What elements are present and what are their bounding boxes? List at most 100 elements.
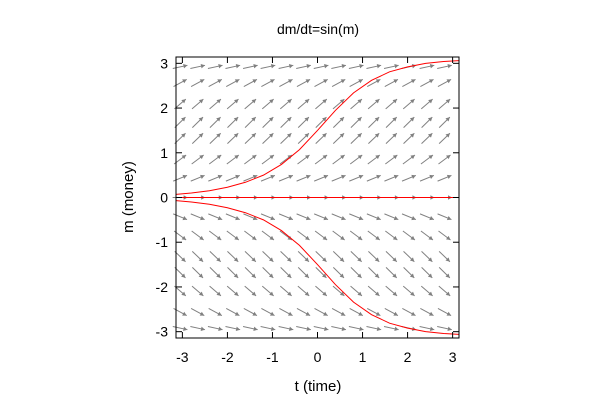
field-arrow — [332, 132, 345, 145]
field-arrow — [383, 64, 399, 69]
field-arrow — [279, 98, 292, 110]
field-arrow — [260, 326, 276, 331]
field-arrow — [279, 307, 293, 317]
field-arrow — [243, 174, 258, 182]
field-arrow — [262, 267, 274, 279]
field-arrow — [278, 174, 294, 182]
field-arrow — [402, 307, 416, 317]
field-arrow — [280, 250, 292, 263]
field-arrow — [331, 78, 346, 88]
field-arrow — [350, 98, 363, 110]
field-arrow — [420, 78, 434, 88]
field-arrow — [421, 267, 433, 279]
field-arrow — [225, 64, 241, 69]
field-arrow — [350, 116, 362, 128]
field-arrow — [173, 213, 188, 221]
field-arrow — [332, 230, 345, 241]
field-arrow — [297, 132, 310, 145]
x-axis-label: t (time) — [295, 378, 342, 395]
field-arrow — [225, 213, 240, 221]
field-arrow — [403, 132, 415, 145]
field-arrow — [244, 230, 257, 241]
field-arrow — [368, 250, 380, 263]
field-arrow — [191, 98, 204, 110]
field-arrow — [192, 267, 204, 279]
field-arrow — [366, 78, 381, 88]
field-arrow — [262, 132, 274, 145]
field-arrow — [190, 213, 205, 221]
x-tick-labels: -3 -2 -1 0 1 2 3 — [176, 349, 457, 365]
field-arrow — [313, 326, 329, 331]
field-arrow — [261, 78, 275, 88]
field-arrow — [402, 285, 415, 297]
field-arrow — [349, 154, 363, 165]
field-arrow — [420, 98, 433, 110]
field-arrow — [278, 213, 294, 221]
field-arrow — [261, 307, 275, 317]
field-arrow — [280, 132, 292, 145]
field-arrow — [208, 78, 223, 88]
field-arrow — [225, 307, 240, 317]
field-arrow — [190, 307, 205, 317]
field-arrow — [332, 267, 345, 279]
field-arrow — [438, 154, 451, 165]
field-arrow — [385, 230, 398, 241]
field-arrow — [438, 230, 451, 241]
solution-curve-1 — [176, 60, 459, 195]
field-arrow — [438, 132, 451, 145]
field-arrow — [208, 307, 223, 317]
field-arrow — [297, 154, 310, 165]
field-arrow — [262, 116, 274, 128]
x-tick-label: -2 — [221, 349, 234, 365]
field-arrow — [296, 78, 311, 88]
field-arrow — [384, 174, 399, 182]
field-arrow — [190, 78, 205, 88]
field-arrow — [366, 307, 381, 317]
field-arrow — [438, 116, 451, 128]
field-arrow — [314, 78, 328, 88]
field-arrow — [174, 132, 186, 145]
field-arrow — [420, 307, 434, 317]
field-arrow — [296, 174, 311, 182]
field-arrow — [278, 326, 294, 331]
field-arrow — [332, 154, 345, 165]
field-arrow — [383, 326, 399, 331]
field-arrow — [384, 78, 399, 88]
field-arrow — [209, 116, 221, 128]
field-arrow — [208, 230, 222, 241]
field-arrow — [315, 98, 328, 110]
field-arrow — [419, 213, 435, 221]
field-arrow — [226, 98, 239, 110]
field-arrow — [261, 285, 274, 297]
y-tick-label: -1 — [156, 234, 169, 250]
field-arrow — [227, 116, 239, 128]
x-tick-label: -1 — [266, 349, 279, 365]
x-tick-label: 3 — [449, 349, 457, 365]
field-arrow — [297, 98, 310, 110]
field-arrow — [242, 64, 258, 69]
field-arrow — [313, 174, 329, 182]
field-arrow — [349, 78, 364, 88]
field-arrow — [421, 250, 433, 263]
field-arrow — [368, 132, 380, 145]
field-arrow — [419, 64, 435, 69]
y-tick-labels: -3 -2 -1 0 1 2 3 — [156, 55, 169, 339]
field-arrow — [244, 250, 257, 263]
field-arrow — [315, 267, 327, 279]
field-arrow — [367, 230, 381, 241]
field-arrow — [227, 267, 239, 279]
field-arrow — [225, 78, 240, 88]
field-arrow — [296, 326, 311, 331]
field-arrow — [420, 154, 434, 165]
field-arrow — [209, 98, 222, 110]
field-arrow — [297, 285, 310, 297]
field-arrow — [190, 64, 206, 69]
field-arrow — [349, 174, 364, 182]
y-tick-label: -2 — [156, 279, 169, 295]
field-arrow — [192, 116, 204, 128]
field-arrow — [385, 285, 398, 297]
field-arrow — [279, 154, 293, 165]
field-arrow — [174, 116, 186, 128]
field-arrow — [226, 154, 240, 165]
chart-title: dm/dt=sin(m) — [277, 21, 359, 37]
